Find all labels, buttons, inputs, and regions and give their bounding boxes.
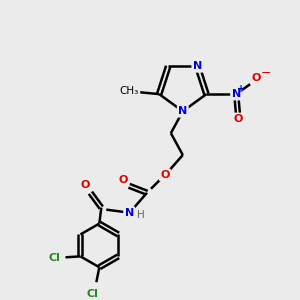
- Text: N: N: [178, 106, 188, 116]
- Text: O: O: [233, 114, 243, 124]
- Text: O: O: [251, 73, 261, 83]
- Text: Cl: Cl: [86, 289, 98, 299]
- Text: O: O: [160, 170, 170, 180]
- Text: +: +: [237, 84, 245, 94]
- Text: N: N: [193, 61, 202, 71]
- Text: O: O: [81, 180, 90, 190]
- Text: CH₃: CH₃: [120, 86, 139, 96]
- Text: −: −: [261, 67, 271, 80]
- Text: N: N: [124, 208, 134, 218]
- Text: O: O: [118, 175, 128, 185]
- Text: N: N: [232, 89, 241, 99]
- Text: H: H: [137, 210, 145, 220]
- Text: Cl: Cl: [49, 253, 61, 263]
